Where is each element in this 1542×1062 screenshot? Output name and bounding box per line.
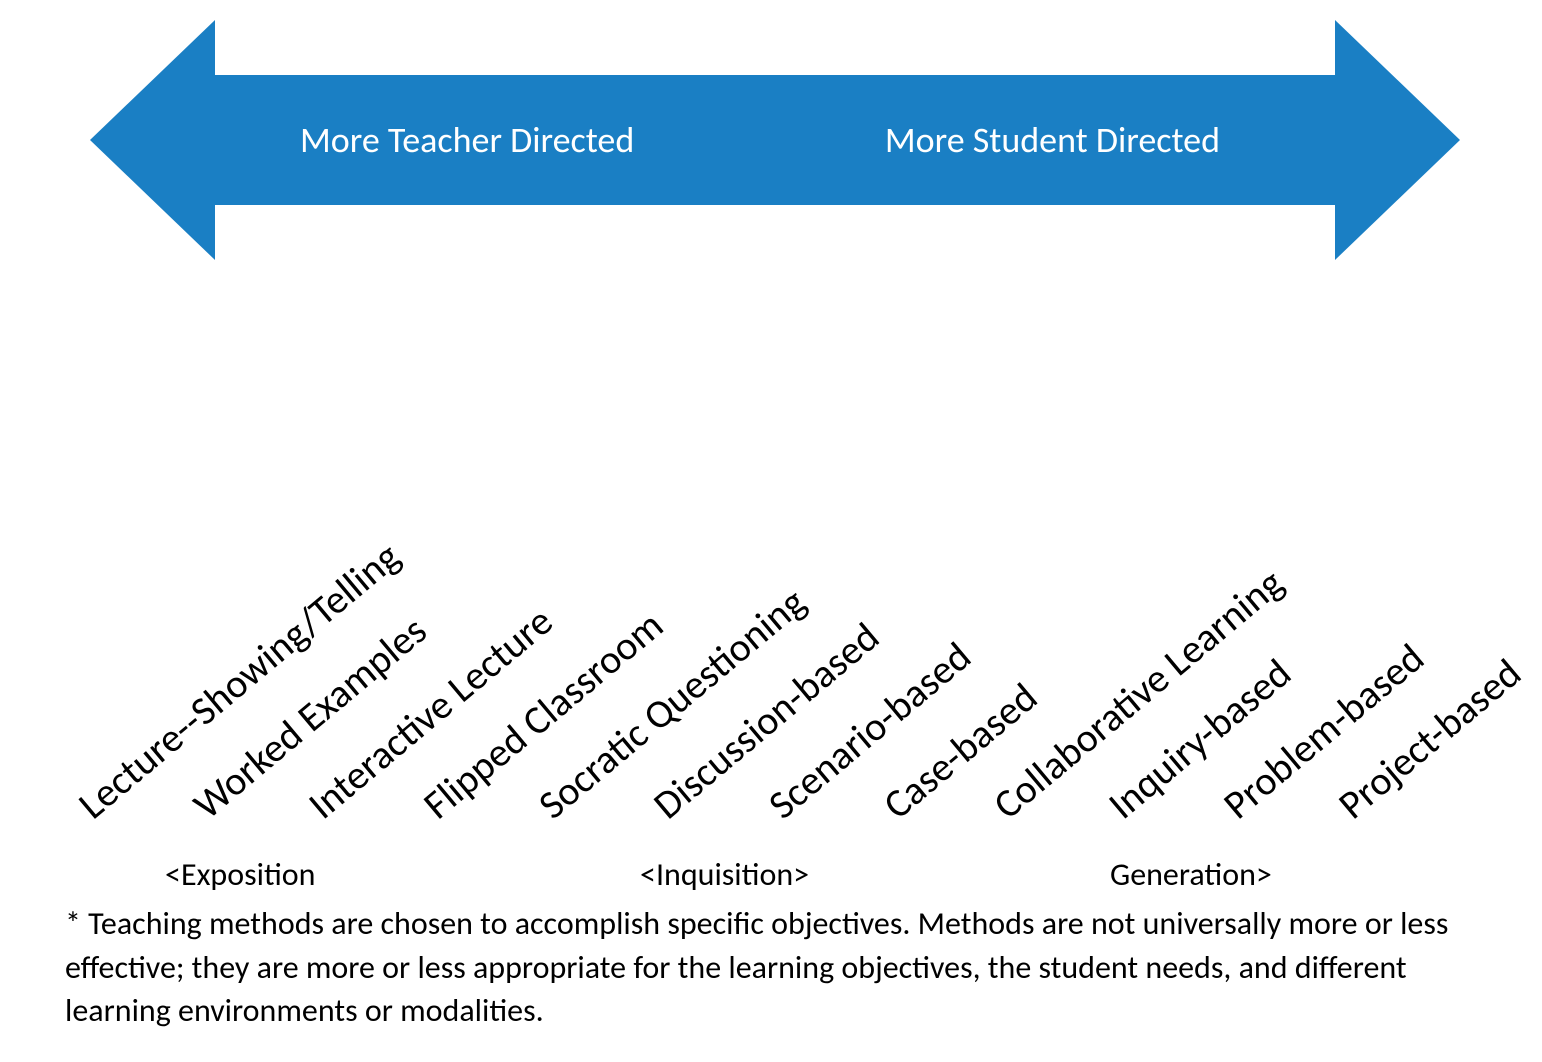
arrow-label-left: More Teacher Directed <box>300 118 634 162</box>
arrow-body: More Teacher Directed More Student Direc… <box>210 75 1340 205</box>
footnote-text: * Teaching methods are chosen to accompl… <box>65 902 1475 1032</box>
method-category: <Inquisition> <box>640 855 809 894</box>
direction-arrow: More Teacher Directed More Student Direc… <box>90 20 1460 260</box>
method-category: Generation> <box>1110 855 1272 894</box>
arrow-left-head <box>90 20 215 260</box>
arrow-label-right: More Student Directed <box>885 118 1220 162</box>
method-category: <Exposition <box>165 855 315 894</box>
teaching-methods: Lecture--Showing/TellingWorked ExamplesI… <box>50 290 1490 810</box>
arrow-right-head <box>1335 20 1460 260</box>
